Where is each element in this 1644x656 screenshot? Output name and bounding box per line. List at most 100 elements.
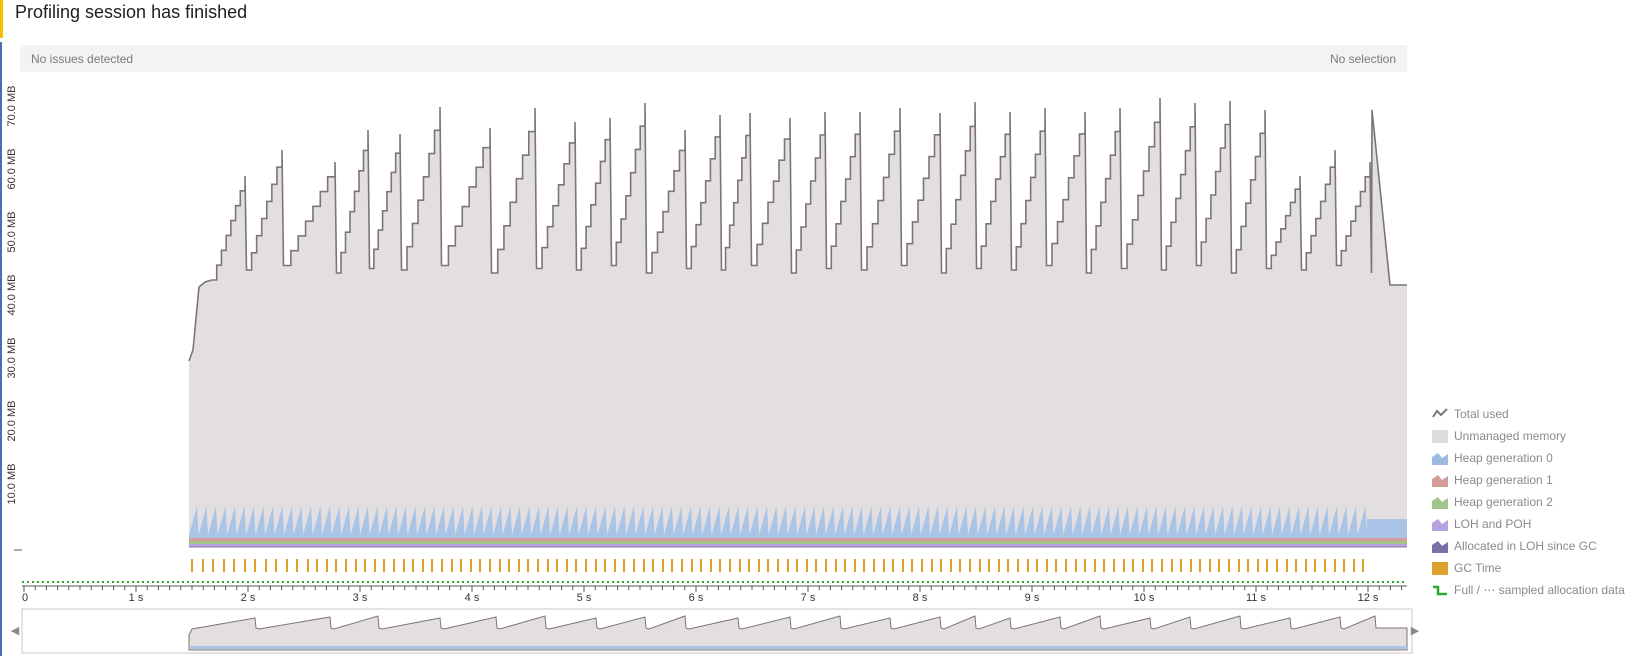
overview-scroller[interactable] xyxy=(21,608,1413,654)
gc-event-mark xyxy=(508,559,510,572)
overview-memory-area xyxy=(188,615,1408,651)
gc-event-mark xyxy=(335,559,337,572)
gc-event-mark xyxy=(1238,559,1240,572)
legend-total-used[interactable]: Total used xyxy=(1428,404,1638,426)
legend-gc-time[interactable]: GC Time xyxy=(1428,558,1638,580)
gc-event-mark xyxy=(1295,559,1297,572)
scroll-left-arrow[interactable]: ◀ xyxy=(10,625,20,637)
gc-event-mark xyxy=(431,559,433,572)
gc-event-mark xyxy=(537,559,539,572)
time-tick-label: 2 s xyxy=(241,592,256,604)
gc-event-mark xyxy=(556,559,558,572)
legend-heap-gen0[interactable]: Heap generation 0 xyxy=(1428,448,1638,470)
time-tick-label: 3 s xyxy=(353,592,368,604)
gc-event-mark xyxy=(518,559,520,572)
gc-event-mark xyxy=(719,559,721,572)
gc-event-mark xyxy=(393,559,395,572)
gc-event-mark xyxy=(931,559,933,572)
gc-event-mark xyxy=(1257,559,1259,572)
gc-event-mark xyxy=(604,559,606,572)
selection-status: No selection xyxy=(1329,52,1396,66)
gc-event-mark xyxy=(662,559,664,572)
gc-event-mark xyxy=(883,559,885,572)
gc-event-mark xyxy=(412,559,414,572)
gc-event-mark xyxy=(911,559,913,572)
gc-event-mark xyxy=(1209,559,1211,572)
gc-event-mark xyxy=(1113,559,1115,572)
scroll-right-arrow[interactable]: ▶ xyxy=(1410,625,1420,637)
heap-gen1-icon xyxy=(1432,473,1448,487)
gc-event-mark xyxy=(844,559,846,572)
gc-event-mark xyxy=(1142,559,1144,572)
legend-heap-gen1[interactable]: Heap generation 1 xyxy=(1428,470,1638,492)
legend-loh-allocated[interactable]: Allocated in LOH since GC xyxy=(1428,536,1638,558)
gc-event-mark xyxy=(547,559,549,572)
gc-event-mark xyxy=(364,559,366,572)
gc-event-mark xyxy=(254,559,256,572)
gc-event-mark xyxy=(1017,559,1019,572)
gc-event-mark xyxy=(1228,559,1230,572)
gc-event-mark xyxy=(1007,559,1009,572)
time-tick-label: 5 s xyxy=(577,592,592,604)
gc-event-mark xyxy=(575,559,577,572)
y-tick-label: 50.0 MB xyxy=(6,212,18,253)
gc-event-mark xyxy=(1324,559,1326,572)
gc-event-mark xyxy=(892,559,894,572)
gc-event-mark xyxy=(1084,559,1086,572)
gc-event-mark xyxy=(921,559,923,572)
gc-event-mark xyxy=(191,559,193,572)
time-tick-label: 4 s xyxy=(465,592,480,604)
gc-event-mark xyxy=(499,559,501,572)
issues-status: No issues detected xyxy=(31,52,134,66)
legend-loh-poh[interactable]: LOH and POH xyxy=(1428,514,1638,536)
gc-event-mark xyxy=(873,559,875,572)
loh-alloc-icon xyxy=(1432,539,1448,553)
unmanaged-memory-icon xyxy=(1432,429,1448,443)
gc-event-mark xyxy=(383,559,385,572)
gc-event-mark xyxy=(1305,559,1307,572)
gc-event-mark xyxy=(767,559,769,572)
legend-label: Allocated in LOH since GC xyxy=(1454,539,1597,553)
legend-allocation-data[interactable]: Full / ⋯ sampled allocation data xyxy=(1428,580,1638,602)
gc-event-mark xyxy=(681,559,683,572)
gc-event-mark xyxy=(451,559,453,572)
legend-unmanaged-memory[interactable]: Unmanaged memory xyxy=(1428,426,1638,448)
gc-event-mark xyxy=(691,559,693,572)
gc-event-mark xyxy=(296,559,298,572)
heap-gen0-area xyxy=(189,506,1407,547)
legend-heap-gen2[interactable]: Heap generation 2 xyxy=(1428,492,1638,514)
time-tick-label: 9 s xyxy=(1025,592,1040,604)
loh-poh-icon xyxy=(1432,517,1448,531)
gc-event-mark xyxy=(633,559,635,572)
y-tick-label: 30.0 MB xyxy=(6,338,18,379)
memory-plot-area[interactable] xyxy=(188,97,1407,548)
gc-event-mark xyxy=(1103,559,1105,572)
gc-event-mark xyxy=(815,559,817,572)
gc-event-mark xyxy=(825,559,827,572)
legend-label: Unmanaged memory xyxy=(1454,429,1567,443)
unmanaged-memory-area xyxy=(189,98,1407,547)
legend-label: Total used xyxy=(1454,407,1509,421)
session-status-title: Profiling session has finished xyxy=(15,2,248,22)
session-banner: Profiling session has finished xyxy=(0,0,1644,38)
gc-event-mark xyxy=(969,559,971,572)
gc-event-mark xyxy=(1190,559,1192,572)
gc-event-mark xyxy=(979,559,981,572)
gc-event-mark xyxy=(489,559,491,572)
gc-event-mark xyxy=(729,559,731,572)
gc-event-mark xyxy=(902,559,904,572)
legend-label: Heap generation 1 xyxy=(1454,473,1553,487)
legend-label: LOH and POH xyxy=(1454,517,1532,531)
gc-event-mark xyxy=(787,559,789,572)
gc-event-mark xyxy=(758,559,760,572)
heap-gen0-icon xyxy=(1432,451,1448,465)
gc-event-mark xyxy=(700,559,702,572)
gc-event-mark xyxy=(1123,559,1125,572)
gc-event-mark xyxy=(275,559,277,572)
gc-event-mark xyxy=(212,559,214,572)
gc-event-mark xyxy=(1334,559,1336,572)
gc-event-mark xyxy=(233,559,235,572)
gc-event-mark xyxy=(1027,559,1029,572)
y-tick-label: 20.0 MB xyxy=(6,401,18,442)
